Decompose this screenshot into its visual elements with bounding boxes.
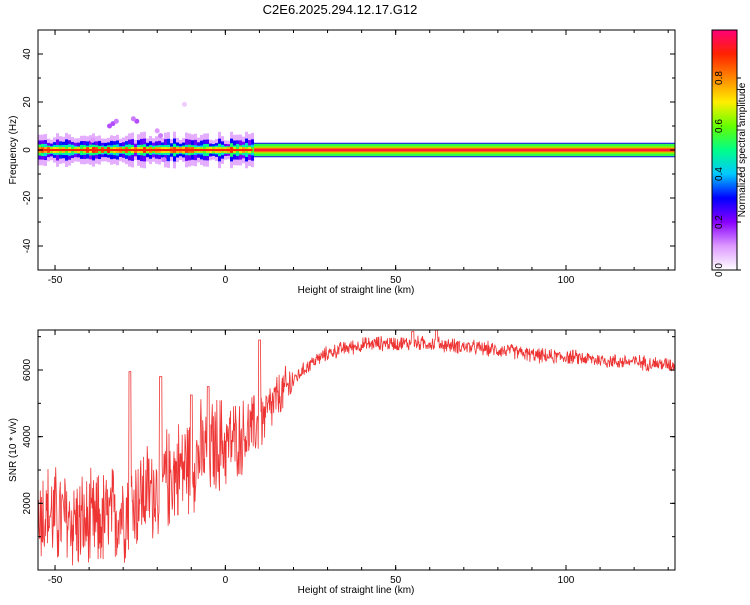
colorbar-tick-label: 0.2 (714, 215, 725, 229)
snr-x-ticks: -50 0 50 100 (48, 330, 669, 586)
y-tick-label: 0 (22, 147, 33, 153)
spectrogram-x-axis-label: Height of straight line (km) (298, 285, 415, 296)
colorbar-gradient (712, 30, 737, 270)
colorbar: 0.00.20.40.60.8 Normalized spectral ampl… (711, 29, 748, 277)
colorbar-tick-label: 0.6 (714, 119, 725, 133)
y-tick-label: -40 (22, 238, 33, 253)
snr-background (38, 330, 675, 570)
colorbar-tick-label: 0.4 (714, 167, 725, 181)
spectrogram-spur (154, 128, 160, 134)
y-tick-label: 40 (22, 48, 33, 60)
x-tick-label: 0 (223, 275, 229, 286)
spectrogram-carrier-core (38, 148, 253, 152)
spectrogram-panel: -50 0 50 100 -40 -20 0 20 40 Height of straight… (8, 29, 676, 296)
spectrogram-spur (158, 133, 164, 139)
x-tick-label: 50 (390, 275, 402, 286)
x-tick-label: 100 (558, 575, 575, 586)
y-tick-label: 4000 (22, 425, 33, 448)
x-tick-label: 0 (223, 575, 229, 586)
x-tick-label: 100 (558, 275, 575, 286)
snr-y-ticks: 2000 4000 6000 (22, 336, 675, 538)
spectrogram-x-ticks: -50 0 50 100 (48, 30, 669, 286)
spectrogram-spur (130, 116, 136, 122)
y-tick-label: -20 (22, 190, 33, 205)
spectrogram-y-axis-label: Frequency (Hz) (8, 116, 19, 185)
spectrogram-carrier-band (252, 149, 675, 151)
colorbar-frame (711, 29, 738, 271)
snr-y-axis-label: SNR (10 * v/v) (8, 418, 19, 482)
x-tick-label: 50 (390, 575, 402, 586)
spectrogram-spur (161, 157, 167, 163)
spectrogram-spur (90, 137, 96, 143)
spectrogram-heatmap (38, 101, 675, 169)
colorbar-ticks: 0.00.20.40.60.8 (711, 29, 741, 277)
spectrogram-spur (113, 118, 119, 124)
spectrogram-y-ticks: -40 -20 0 20 40 (22, 29, 675, 271)
x-tick-label: -50 (48, 275, 63, 286)
snr-x-axis-label: Height of straight line (km) (298, 585, 415, 596)
spectrogram-spur (181, 101, 187, 107)
colorbar-label: Normalized spectral amplitude (737, 82, 748, 217)
colorbar-tick-label: 0.8 (714, 71, 725, 85)
y-tick-label: 20 (22, 96, 33, 108)
snr-frame (37, 329, 676, 571)
snr-series-line (38, 330, 675, 566)
y-tick-label: 6000 (22, 358, 33, 381)
chart-title: C2E6.2025.294.12.17.G12 (263, 2, 418, 17)
y-tick-label: 2000 (22, 492, 33, 515)
snr-panel: -50 0 50 100 2000 4000 6000 Height of straigh… (8, 329, 676, 596)
x-tick-label: -50 (48, 575, 63, 586)
